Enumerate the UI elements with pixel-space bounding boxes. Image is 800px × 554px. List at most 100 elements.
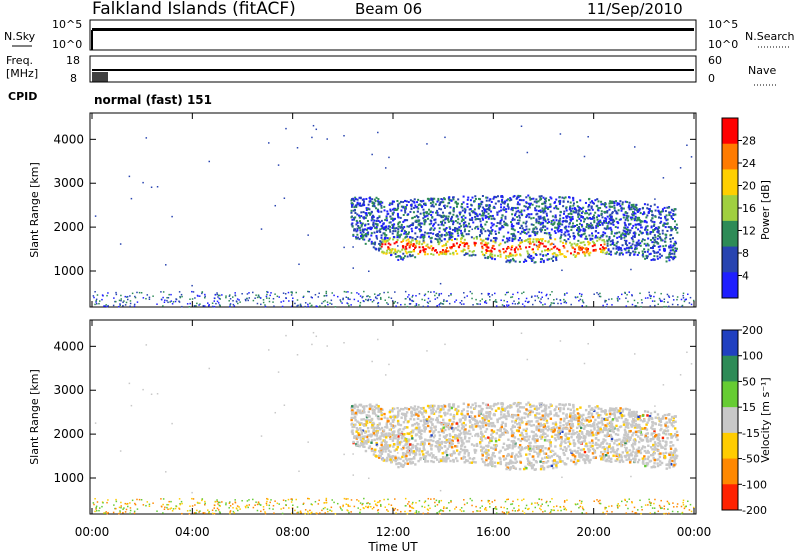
power-cell <box>660 254 663 257</box>
power-cell <box>684 299 686 301</box>
velocity-cell <box>479 445 483 448</box>
power-cell <box>169 301 171 303</box>
power-cell <box>489 299 491 301</box>
power-cell <box>430 227 433 230</box>
power-cell <box>579 234 582 237</box>
power-cell <box>659 299 662 301</box>
power-cell <box>427 232 430 235</box>
velocity-cell <box>597 438 600 442</box>
power-cell <box>247 299 249 302</box>
power-cell <box>541 207 544 210</box>
power-cell <box>521 227 524 230</box>
power-cell <box>653 223 656 226</box>
power-cell <box>371 198 374 201</box>
power-cell <box>607 249 610 252</box>
velocity-cell <box>524 465 527 469</box>
power-cell <box>651 213 654 216</box>
power-cell <box>290 291 292 293</box>
power-cell <box>421 235 424 238</box>
power-cell <box>500 195 503 198</box>
power-cell <box>360 223 363 226</box>
velocity-cell <box>393 424 397 428</box>
velocity-cell <box>593 423 596 427</box>
power-cell <box>626 217 629 220</box>
velocity-cell <box>394 437 397 440</box>
velocity-cell <box>464 428 467 431</box>
power-cell <box>639 242 642 245</box>
power-cell <box>447 218 450 221</box>
power-cell <box>621 207 624 210</box>
velocity-cell <box>567 407 570 411</box>
power-cell <box>474 242 477 245</box>
power-cell <box>631 303 634 306</box>
power-cell <box>510 248 513 251</box>
power-cell <box>625 305 628 307</box>
power-cell <box>526 214 529 217</box>
velocity-cell <box>448 441 452 444</box>
power-cell <box>480 242 483 245</box>
velocity-cell <box>432 431 435 435</box>
velocity-cell <box>578 420 581 424</box>
power-cell <box>488 234 491 237</box>
power-cell <box>525 215 528 218</box>
power-cell <box>605 299 607 302</box>
power-cell <box>536 295 539 297</box>
power-cell <box>613 235 616 238</box>
power-cell <box>321 302 323 305</box>
power-cell <box>490 222 493 225</box>
velocity-cell <box>598 445 602 448</box>
power-cell <box>518 203 521 206</box>
power-cell <box>375 226 378 229</box>
velocity-cell <box>468 419 472 422</box>
power-cell <box>659 256 662 259</box>
velocity-cell <box>428 406 431 409</box>
power-cell <box>387 246 390 249</box>
power-cell <box>440 233 443 236</box>
power-cell <box>489 232 492 235</box>
power-cell <box>434 221 437 224</box>
power-cell <box>654 215 657 218</box>
velocity-cell <box>370 441 373 444</box>
velocity-cell <box>462 442 465 445</box>
power-cell <box>571 225 574 228</box>
power-cell <box>530 217 533 220</box>
velocity-cell <box>533 439 536 442</box>
velocity-cell <box>466 405 470 409</box>
velocity-cell <box>589 424 593 428</box>
velocity-cell <box>518 426 521 429</box>
power-cell <box>402 201 405 204</box>
power-cell <box>248 297 251 299</box>
power-cell <box>589 217 592 220</box>
power-cell <box>366 219 369 222</box>
power-cell <box>666 206 669 209</box>
power-cell <box>388 221 391 224</box>
power-cell <box>447 250 450 253</box>
power-cell <box>118 305 120 308</box>
power-cell <box>589 251 592 254</box>
power-cell <box>366 299 369 302</box>
power-cell <box>554 226 557 229</box>
power-cell <box>445 246 448 249</box>
power-cell <box>389 225 392 228</box>
velocity-cell <box>560 441 563 444</box>
power-cell <box>690 303 693 306</box>
power-cell <box>640 231 643 234</box>
velocity-cell <box>405 459 409 462</box>
power-cell <box>545 232 548 235</box>
power-cell <box>434 249 437 252</box>
power-cell <box>637 228 640 231</box>
power-cell <box>528 256 531 259</box>
power-cell <box>536 245 539 248</box>
power-cell <box>559 240 562 243</box>
power-cell <box>539 217 542 220</box>
power-cell <box>666 229 669 232</box>
power-cell <box>543 216 546 219</box>
power-cell <box>389 215 392 218</box>
power-cell <box>387 225 390 228</box>
power-cell <box>354 211 357 214</box>
power-cell <box>315 305 318 307</box>
power-cell <box>690 156 693 158</box>
velocity-cell <box>441 459 444 463</box>
velocity-cell <box>444 425 447 428</box>
velocity-cell <box>674 454 677 457</box>
